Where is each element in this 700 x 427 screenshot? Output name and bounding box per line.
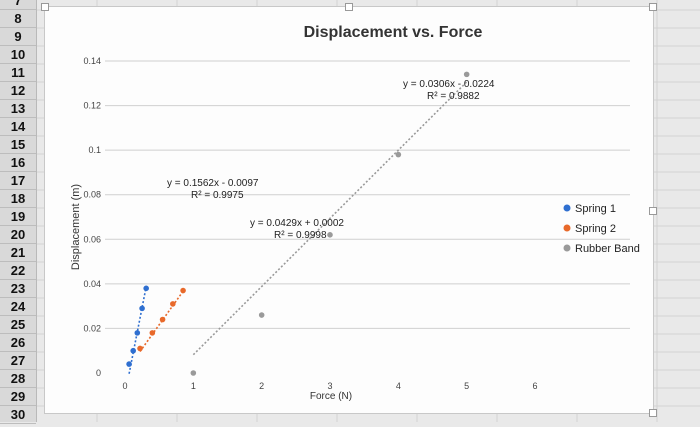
y-tick-label: 0.1 <box>88 145 101 155</box>
row-header[interactable]: 25 <box>0 316 36 334</box>
data-point <box>395 151 402 158</box>
resize-handle-top[interactable] <box>345 3 353 11</box>
y-tick-label: 0.08 <box>83 190 101 200</box>
trendline <box>192 81 468 356</box>
data-point <box>327 232 333 238</box>
chart-legend: Spring 1 Spring 2 Rubber Band <box>563 203 640 255</box>
row-header[interactable]: 12 <box>0 82 36 100</box>
data-point <box>139 305 145 312</box>
row-header[interactable]: 21 <box>0 244 36 262</box>
row-header[interactable]: 8 <box>0 10 36 28</box>
data-point <box>258 312 265 318</box>
row-header[interactable]: 9 <box>0 28 36 46</box>
data-points <box>126 71 470 376</box>
x-axis-label: Force (N) <box>310 391 352 402</box>
legend-marker <box>563 204 571 212</box>
data-point <box>180 287 186 294</box>
data-point <box>159 316 166 323</box>
row-header[interactable]: 19 <box>0 208 36 226</box>
row-header[interactable]: 20 <box>0 226 36 244</box>
row-header[interactable]: 11 <box>0 64 36 82</box>
resize-handle-top-right[interactable] <box>649 3 657 11</box>
legend-label: Spring 1 <box>575 203 616 215</box>
data-point <box>143 285 149 292</box>
x-tick-label: 3 <box>327 381 332 391</box>
legend-label: Rubber Band <box>575 243 640 255</box>
y-tick-label: 0.14 <box>83 56 101 66</box>
row-header[interactable]: 29 <box>0 388 36 406</box>
row-header[interactable]: 26 <box>0 334 36 352</box>
legend-marker <box>563 224 571 232</box>
data-point <box>134 330 141 336</box>
row-header[interactable]: 24 <box>0 298 36 316</box>
x-tick-labels: 0 1 2 3 4 5 6 <box>122 381 537 391</box>
x-tick-label: 6 <box>532 381 537 391</box>
y-tick-label: 0.02 <box>83 323 101 333</box>
x-tick-label: 1 <box>191 381 196 391</box>
data-point <box>463 71 470 78</box>
data-point <box>149 330 156 336</box>
data-point <box>190 370 197 376</box>
row-header[interactable]: 30 <box>0 406 36 424</box>
legend-label: Spring 2 <box>575 223 616 235</box>
row-headers: 7 8 9 10 11 12 13 14 15 16 17 18 19 20 21 22 23 24 25 26 27 2… <box>0 0 37 424</box>
y-tick-labels: 0 0.02 0.04 0.06 0.08 0.1 0.12 0.14 <box>83 56 101 378</box>
chart-title: Displacement vs. Force <box>304 24 483 41</box>
y-tick-label: 0 <box>96 368 101 378</box>
legend-marker <box>563 244 571 252</box>
x-tick-label: 2 <box>259 381 264 391</box>
chart-gridlines <box>105 60 630 329</box>
trendline-equation: y = 0.1562x - 0.0097 <box>167 178 259 189</box>
chart-plot: Displacement vs. Force 0 1 2 3 4 5 6 0 0.02 0.04… <box>70 24 640 402</box>
chart-area[interactable]: Displacement vs. Force 0 1 2 3 4 5 6 0 0.02 0.04… <box>41 3 657 417</box>
row-header[interactable]: 23 <box>0 280 36 298</box>
row-header[interactable]: 28 <box>0 370 36 388</box>
x-tick-label: 5 <box>464 381 469 391</box>
data-point <box>170 301 176 307</box>
resize-handle-top-left[interactable] <box>41 3 49 11</box>
data-point <box>130 347 136 354</box>
row-header[interactable]: 14 <box>0 118 36 136</box>
row-header[interactable]: 15 <box>0 136 36 154</box>
row-header[interactable]: 18 <box>0 190 36 208</box>
trendline-r2: R² = 0.9882 <box>427 91 480 102</box>
row-header[interactable]: 10 <box>0 46 36 64</box>
row-header[interactable]: 17 <box>0 172 36 190</box>
trendline-equation: y = 0.0429x + 0.0002 <box>250 218 344 229</box>
y-axis-label: Displacement (m) <box>70 184 82 270</box>
x-tick-label: 4 <box>396 381 401 391</box>
resize-handle-bottom-right[interactable] <box>649 409 657 417</box>
row-header[interactable]: 7 <box>0 0 36 10</box>
row-header[interactable]: 16 <box>0 154 36 172</box>
row-header[interactable]: 22 <box>0 262 36 280</box>
y-tick-label: 0.06 <box>83 234 101 244</box>
trendline-r2: R² = 0.9975 <box>191 190 244 201</box>
y-tick-label: 0.12 <box>83 101 101 111</box>
data-point <box>137 345 143 352</box>
y-tick-label: 0.04 <box>83 279 101 289</box>
row-header[interactable]: 27 <box>0 352 36 370</box>
trendline-equation: y = 0.0306x - 0.0224 <box>403 79 495 90</box>
resize-handle-right[interactable] <box>649 207 657 215</box>
data-point <box>126 361 132 367</box>
x-tick-label: 0 <box>122 381 127 391</box>
trendline-r2: R² = 0.9998 <box>274 230 327 241</box>
row-header[interactable]: 13 <box>0 100 36 118</box>
